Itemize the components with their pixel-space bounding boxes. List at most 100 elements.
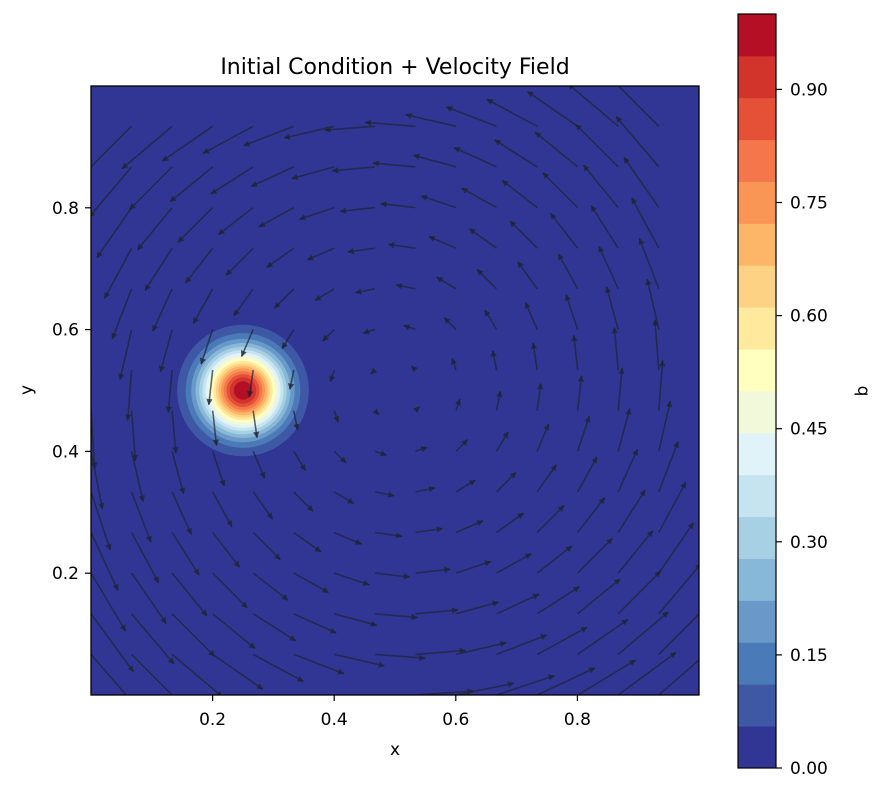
velocity-arrow-50 xyxy=(212,491,233,528)
velocity-arrow-179 xyxy=(486,98,538,128)
velocity-arrow-189 xyxy=(564,294,579,330)
colorbar-tick-label-6: 0.90 xyxy=(790,80,828,100)
velocity-arrow-91 xyxy=(334,653,386,668)
velocity-arrow-69 xyxy=(240,329,254,357)
velocity-arrow-68 xyxy=(246,369,254,398)
velocity-arrow-36 xyxy=(171,451,186,495)
velocity-arrow-194 xyxy=(526,90,579,127)
velocity-arrow-196 xyxy=(617,611,669,656)
velocity-arrow-162 xyxy=(461,187,497,209)
velocity-arrow-149 xyxy=(405,112,457,128)
colorbar xyxy=(738,14,776,769)
velocity-arrow-67 xyxy=(252,410,260,439)
velocity-arrow-222 xyxy=(623,156,660,209)
velocity-arrow-224 xyxy=(617,86,660,127)
y-tick-label-3: 0.8 xyxy=(52,199,79,219)
colorbar-swatch-9 xyxy=(738,349,776,392)
velocity-arrow-223 xyxy=(615,116,660,168)
velocity-arrow-218 xyxy=(652,319,660,371)
velocity-arrow-203 xyxy=(611,326,619,371)
y-axis: 0.2 0.4 0.6 0.8 xyxy=(52,199,91,584)
colorbar-tick-label-5: 0.75 xyxy=(790,194,828,214)
velocity-arrow-150 xyxy=(496,674,555,695)
colorbar-swatch-16 xyxy=(738,55,776,99)
velocity-arrow-71 xyxy=(225,247,254,276)
velocity-arrow-77 xyxy=(293,613,337,634)
velocity-arrow-2 xyxy=(91,613,134,673)
velocity-arrow-61 xyxy=(252,653,304,683)
velocity-arrow-182 xyxy=(577,578,621,615)
velocity-arrow-209 xyxy=(567,86,619,127)
velocity-arrow-210 xyxy=(658,658,699,695)
velocity-arrow-40 xyxy=(152,288,173,332)
velocity-arrow-170 xyxy=(536,464,557,493)
velocity-arrow-90 xyxy=(334,694,339,695)
y-axis-label: y xyxy=(17,385,37,395)
velocity-arrow-41 xyxy=(144,247,173,292)
colorbar-swatch-10 xyxy=(738,307,776,350)
velocity-arrow-70 xyxy=(233,288,254,317)
velocity-arrow-180 xyxy=(577,659,636,695)
velocity-arrow-140 xyxy=(455,479,476,493)
colorbar-swatch-7 xyxy=(738,432,776,476)
colorbar-ticks: 0.00 0.15 0.30 0.45 0.60 0.75 0.90 xyxy=(776,80,828,779)
velocity-arrow-154 xyxy=(496,512,525,534)
velocity-arrow-66 xyxy=(252,450,266,479)
velocity-arrow-94 xyxy=(333,531,362,545)
velocity-arrow-178 xyxy=(494,139,538,168)
colorbar-swatch-12 xyxy=(738,223,776,266)
velocity-arrow-145 xyxy=(436,276,457,290)
velocity-arrow-184 xyxy=(576,497,606,533)
colorbar-swatch-4 xyxy=(738,558,776,601)
velocity-arrow-168 xyxy=(536,545,573,574)
velocity-arrow-204 xyxy=(605,286,619,330)
velocity-arrow-5 xyxy=(91,491,112,551)
chart-title: Initial Condition + Velocity Field xyxy=(220,55,569,80)
velocity-arrow-28 xyxy=(91,166,133,218)
velocity-arrow-169 xyxy=(536,504,565,534)
velocity-arrow-130 xyxy=(395,282,416,290)
velocity-arrow-81 xyxy=(293,450,306,472)
velocity-arrow-112 xyxy=(372,408,380,416)
velocity-arrow-142 xyxy=(454,398,462,411)
velocity-arrow-185 xyxy=(576,456,598,493)
y-tick-label-2: 0.6 xyxy=(52,321,79,341)
velocity-arrow-48 xyxy=(212,572,248,609)
velocity-arrow-19 xyxy=(130,532,160,584)
velocity-arrow-96 xyxy=(333,450,347,464)
velocity-arrow-65 xyxy=(252,491,274,520)
velocity-arrow-157 xyxy=(495,390,503,411)
velocity-arrow-62 xyxy=(252,613,297,642)
velocity-arrow-79 xyxy=(293,531,322,553)
velocity-arrow-27 xyxy=(96,207,133,259)
velocity-arrow-202 xyxy=(617,367,625,411)
velocity-arrow-166 xyxy=(536,626,588,656)
velocity-arrow-87 xyxy=(258,206,295,228)
velocity-arrow-116 xyxy=(347,247,376,255)
velocity-arrow-220 xyxy=(638,238,660,290)
velocity-arrow-64 xyxy=(252,531,281,561)
velocity-arrow-144 xyxy=(443,317,457,330)
velocity-arrow-83 xyxy=(287,369,295,390)
velocity-arrow-205 xyxy=(598,245,619,290)
velocity-arrow-34 xyxy=(171,532,200,576)
velocity-arrow-93 xyxy=(334,572,370,586)
velocity-arrow-138 xyxy=(455,560,492,574)
velocity-arrow-128 xyxy=(410,365,418,373)
velocity-arrow-175 xyxy=(517,261,538,290)
velocity-arrow-156 xyxy=(495,431,509,452)
velocity-arrow-38 xyxy=(165,369,173,414)
velocity-arrow-54 xyxy=(199,329,214,365)
scalar-field-contours xyxy=(177,324,309,457)
velocity-arrow-56 xyxy=(185,247,214,284)
velocity-arrow-197 xyxy=(617,570,662,615)
velocity-arrow-113 xyxy=(370,367,378,375)
velocity-arrow-173 xyxy=(530,342,538,371)
colorbar-tick-label-0: 0.00 xyxy=(790,759,828,779)
velocity-arrow-1 xyxy=(91,653,128,695)
velocity-arrow-172 xyxy=(536,382,544,411)
velocity-arrow-82 xyxy=(293,410,300,431)
colorbar-tick-label-1: 0.15 xyxy=(790,646,828,666)
